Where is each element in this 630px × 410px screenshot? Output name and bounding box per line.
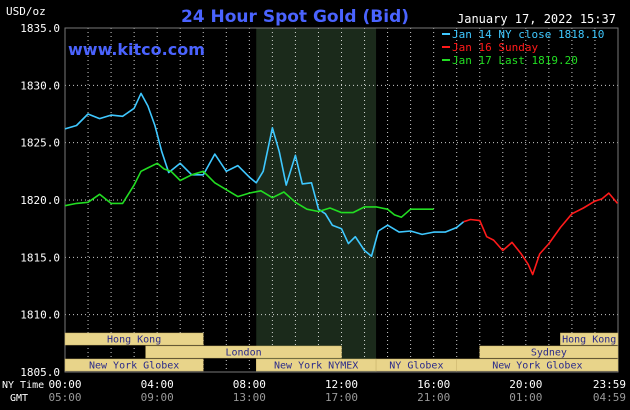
plot-border [64, 27, 619, 373]
session-label: Sydney [531, 348, 567, 359]
x-tick-label-gmt: 17:00 [325, 391, 358, 404]
session-label: New York Globex [492, 361, 582, 372]
y-axis: 1835.0 1830.0 1825.0 1820.0 1815.0 1810.0 1805… [20, 22, 60, 379]
session-bar [64, 332, 204, 346]
x-tick-label-ny: 23:59 [593, 378, 626, 391]
x-tick-label-gmt: 09:00 [141, 391, 174, 404]
y-tick-label: 1820.0 [20, 194, 60, 207]
session-label: London [226, 348, 262, 359]
session-label: Hong Kong [562, 335, 616, 346]
chart-title: 24 Hour Spot Gold (Bid) [181, 7, 409, 27]
legend-entry: Jan 17 Last 1819.20 [452, 54, 578, 67]
session-label: NY Globex [389, 361, 443, 372]
session-bar [145, 345, 342, 359]
y-tick-label: 1825.0 [20, 137, 60, 150]
session-bar [64, 358, 204, 372]
gmt-label: GMT [10, 393, 28, 404]
ny-time-label: NY Time [2, 380, 44, 391]
y-tick-label: 1835.0 [20, 22, 60, 35]
session-label: New York NYMEX [274, 361, 358, 372]
x-tick-label-gmt: 21:00 [417, 391, 450, 404]
series-layer [64, 92, 619, 276]
y-tick-label: 1815.0 [20, 251, 60, 264]
grid [64, 27, 619, 373]
x-tick-label-gmt: 01:00 [509, 391, 542, 404]
x-tick-label-ny: 04:00 [141, 378, 174, 391]
session-label: New York Globex [89, 361, 179, 372]
session-bar [479, 345, 619, 359]
y-tick-label: 1810.0 [20, 309, 60, 322]
x-tick-label-ny: 08:00 [233, 378, 266, 391]
x-tick-label-gmt: 05:00 [48, 391, 81, 404]
market-sessions: Hong Kong Hong Kong London Sydney New York G… [64, 332, 619, 372]
unit-label: USD/oz [6, 5, 46, 18]
legend-entry: Jan 14 NY close 1818.10 [452, 28, 604, 41]
x-tick-label-ny: 20:00 [509, 378, 542, 391]
session-bar [560, 332, 619, 346]
x-tick-label-gmt: 13:00 [233, 391, 266, 404]
y-tick-label: 1830.0 [20, 79, 60, 92]
y-tick-label: 1805.0 [20, 366, 60, 379]
x-tick-label-ny: 12:00 [325, 378, 358, 391]
session-label: Hong Kong [107, 335, 161, 346]
x-tick-label-ny: 16:00 [417, 378, 450, 391]
series-line-jan17 [64, 162, 434, 218]
session-bar [456, 358, 619, 372]
series-line-jan16 [463, 192, 619, 276]
series-line-jan14 [64, 92, 465, 258]
x-tick-label-gmt: 04:59 [593, 391, 626, 404]
brand-logo-text: www.kitco.com [68, 40, 205, 59]
x-axis: 00:00 04:00 08:00 12:00 16:00 20:00 23:59 05:00… [48, 378, 626, 404]
x-tick-label-ny: 00:00 [48, 378, 81, 391]
timestamp: January 17, 2022 15:37 [457, 12, 616, 26]
legend-entry: Jan 16 Sunday [452, 41, 538, 54]
